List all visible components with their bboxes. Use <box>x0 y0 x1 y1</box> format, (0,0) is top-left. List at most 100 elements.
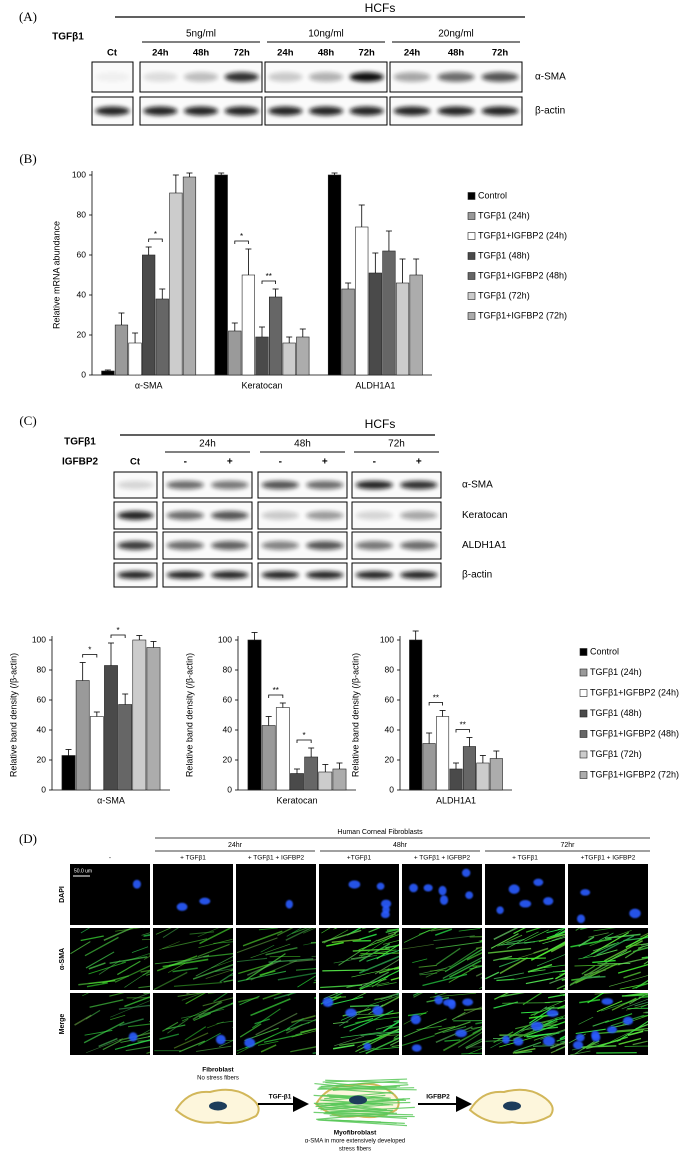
fiber <box>587 993 605 1004</box>
y-tick-label: 80 <box>385 664 395 674</box>
nucleus <box>363 1042 372 1051</box>
fiber <box>276 928 294 936</box>
fiber <box>195 955 233 977</box>
y-tick-label: 40 <box>223 724 233 734</box>
fiber <box>436 947 461 966</box>
band <box>355 511 393 520</box>
fiber <box>629 943 648 947</box>
fiber <box>358 943 391 963</box>
fiber <box>329 996 347 999</box>
nucleus <box>580 889 591 896</box>
legend-swatch <box>467 312 476 320</box>
fiber <box>556 984 565 990</box>
band <box>306 511 344 520</box>
y-tick-label: 40 <box>37 724 47 734</box>
fiber <box>472 965 482 967</box>
band <box>143 72 178 82</box>
fiber <box>512 971 557 981</box>
fiber <box>533 1029 565 1041</box>
error-bar <box>426 732 433 744</box>
label: α-SMA <box>535 72 566 83</box>
legend-swatch <box>579 648 588 656</box>
nucleus <box>530 1021 543 1031</box>
bar <box>476 762 490 791</box>
fiber <box>312 1052 316 1054</box>
fiber <box>340 1031 385 1038</box>
fiber <box>391 1044 399 1048</box>
label: IGFBP2 <box>426 1094 450 1101</box>
fiber <box>223 979 233 983</box>
fiber <box>98 1037 118 1048</box>
band <box>393 72 431 82</box>
legend-label: TGFβ1+IGFBP2 (72h) <box>478 310 567 320</box>
fiber <box>621 994 648 997</box>
fiber <box>165 1024 186 1030</box>
y-tick-label: 100 <box>72 169 86 179</box>
label: 72h <box>492 48 509 59</box>
fiber <box>461 1052 482 1055</box>
micrograph-content <box>70 928 150 989</box>
fiber <box>350 1004 379 1008</box>
label: 24h <box>199 439 216 450</box>
legend-swatch <box>467 232 476 240</box>
fiber <box>611 997 637 1011</box>
fiber <box>84 936 119 957</box>
fiber <box>379 1034 399 1037</box>
micrograph <box>153 928 233 990</box>
fiber <box>141 932 150 936</box>
fiber <box>239 1023 262 1038</box>
fiber <box>378 966 399 974</box>
significance-label: ** <box>460 721 466 730</box>
nucleus <box>376 882 385 890</box>
band <box>117 511 154 520</box>
fiber <box>213 993 228 1003</box>
band <box>143 106 178 116</box>
micrograph <box>402 928 482 990</box>
bar <box>228 330 242 376</box>
stress-fiber <box>332 1084 409 1092</box>
fiber <box>236 1034 275 1055</box>
bar <box>290 773 304 791</box>
fiber <box>172 967 198 973</box>
bar <box>318 771 333 791</box>
fiber <box>625 934 648 949</box>
y-tick-label: 20 <box>385 754 395 764</box>
error-bar <box>132 332 139 343</box>
error-bar <box>251 632 258 640</box>
bar <box>101 370 115 376</box>
fiber <box>358 982 390 989</box>
error-bar <box>466 737 473 747</box>
band <box>308 72 344 82</box>
y-tick-label: 100 <box>32 634 46 644</box>
fiber <box>323 993 339 1000</box>
fiber <box>238 996 259 1003</box>
band <box>183 72 219 82</box>
legend-label: TGFβ1 (24h) <box>478 210 530 220</box>
nucleus <box>572 1040 584 1050</box>
cell-nucleus <box>503 1101 521 1111</box>
fiber <box>420 928 457 929</box>
fiber <box>198 938 233 949</box>
error-bar <box>108 642 114 666</box>
label: α-SMA in more extensively developed <box>305 1139 406 1145</box>
fiber <box>475 946 482 950</box>
fiber <box>499 941 535 946</box>
cell-drawing <box>468 1088 554 1125</box>
label: 5ng/ml <box>186 29 216 40</box>
significance-bracket <box>110 634 126 638</box>
fiber <box>131 946 149 953</box>
fiber <box>592 959 616 964</box>
fiber <box>559 972 565 975</box>
micrograph-content <box>568 993 648 1055</box>
y-axis-label: Relative band density (/β-actin) <box>8 653 18 777</box>
legend-swatch <box>579 668 588 677</box>
fiber <box>255 1012 298 1036</box>
fiber <box>117 960 141 976</box>
fiber <box>388 930 399 935</box>
bar <box>327 174 342 376</box>
fiber <box>513 928 526 935</box>
legend-swatch <box>579 730 588 738</box>
band <box>95 72 130 82</box>
fiber <box>328 996 364 1006</box>
fiber <box>590 931 630 955</box>
